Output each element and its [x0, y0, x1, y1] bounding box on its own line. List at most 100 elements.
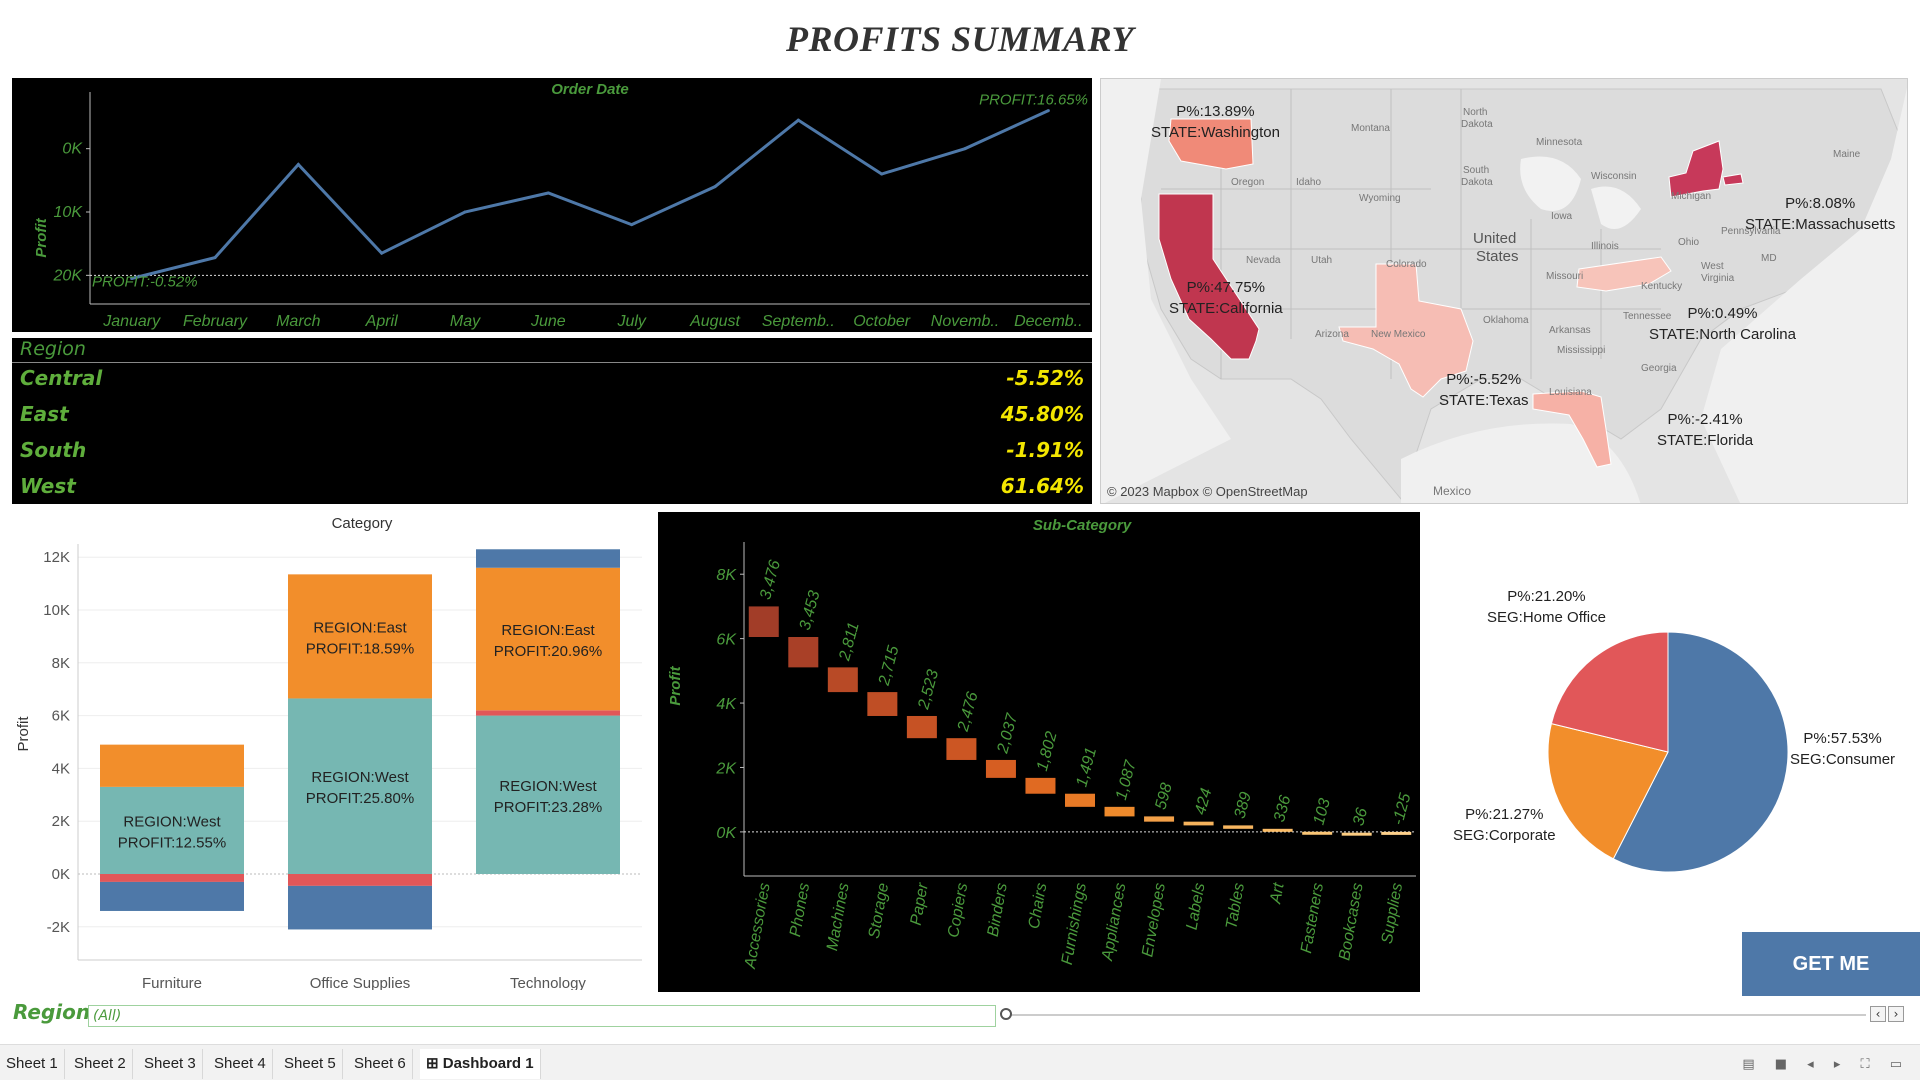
sub-chart-title: Sub-Category: [1033, 517, 1132, 534]
bar-data-label: REGION:West: [123, 813, 221, 830]
map-label-texas[interactable]: P%:-5.52% STATE:Texas: [1439, 369, 1528, 411]
tab-sheet-1[interactable]: Sheet 1: [0, 1049, 65, 1079]
region-slider-track[interactable]: [1006, 1014, 1866, 1016]
sub-bar: [1025, 777, 1056, 794]
sub-category-label: Storage: [866, 882, 892, 940]
category-label: Furniture: [142, 975, 202, 990]
sub-bar: [1262, 828, 1293, 832]
map-label-p: P%:-5.52%: [1446, 371, 1522, 388]
bar-data-label: REGION:West: [499, 778, 597, 795]
svg-text:Kentucky: Kentucky: [1641, 281, 1682, 292]
get-me-button[interactable]: GET ME: [1742, 932, 1920, 996]
sub-bar-label: 2,523: [915, 668, 942, 712]
y-tick-label: 8K: [716, 567, 737, 584]
region-profit-table: Region Central -5.52% East 45.80% South …: [12, 338, 1092, 504]
sub-category-label: Machines: [824, 882, 853, 952]
profit-point: [713, 185, 717, 189]
sub-category-chart-svg: Sub-Category Profit 8K 6K 4K 2K 0K 3,476 Accesso…: [667, 517, 1416, 971]
pie-chart-svg: [1547, 631, 1789, 873]
sub-category-label: Bookcases: [1336, 882, 1366, 962]
state-profit-map[interactable]: North Dakota Montana Minnesota Oregon Ida…: [1100, 78, 1908, 504]
map-label-florida[interactable]: P%:-2.41% STATE:Florida: [1657, 409, 1753, 451]
region-filter-label: Region: [13, 1000, 91, 1024]
svg-text:Georgia: Georgia: [1641, 363, 1677, 374]
region-slider-knob[interactable]: [1000, 1008, 1012, 1020]
sub-category-label: Chairs: [1026, 882, 1051, 930]
bar-segment: [100, 744, 244, 787]
y-tick-label: 0K: [716, 825, 737, 842]
region-row[interactable]: West 61.64%: [12, 470, 1092, 506]
bar-data-label: PROFIT:20.96%: [494, 643, 602, 660]
x-tick-label: July: [616, 313, 646, 330]
svg-text:Ohio: Ohio: [1678, 237, 1700, 248]
map-credit[interactable]: © 2023 Mapbox © OpenStreetMap: [1107, 484, 1308, 499]
x-tick-label: February: [183, 313, 248, 330]
svg-text:South: South: [1463, 165, 1489, 176]
sub-bar-label: -125: [1390, 791, 1415, 826]
bar-data-label: REGION:East: [501, 622, 595, 639]
svg-text:New Mexico: New Mexico: [1371, 329, 1426, 340]
sheet-tab-bar: Sheet 1 Sheet 2 Sheet 3 Sheet 4 Sheet 5 …: [0, 1044, 1920, 1080]
map-label-massachusetts[interactable]: P%:8.08% STATE:Massachusetts: [1745, 193, 1895, 235]
sub-category-label: Supplies: [1379, 882, 1406, 945]
region-row[interactable]: South -1.91%: [12, 434, 1092, 470]
sub-bar-label: 1,802: [1034, 730, 1061, 773]
tab-sheet-2[interactable]: Sheet 2: [68, 1049, 133, 1079]
map-label-north-carolina[interactable]: P%:0.49% STATE:North Carolina: [1649, 303, 1796, 345]
map-label-state: STATE:Massachusetts: [1745, 216, 1896, 233]
bar-segment: [288, 874, 432, 886]
slider-prev-icon[interactable]: ‹: [1870, 1006, 1886, 1022]
map-label-california[interactable]: P%:47.75% STATE:California: [1169, 277, 1283, 319]
north-carolina-shape: [1576, 256, 1672, 292]
region-row[interactable]: Central -5.52%: [12, 362, 1092, 398]
tab-dashboard-1[interactable]: ⊞ Dashboard 1: [420, 1049, 541, 1079]
svg-text:Missouri: Missouri: [1546, 271, 1583, 282]
svg-text:Oregon: Oregon: [1231, 177, 1264, 188]
y-tick-label: -2K: [47, 919, 70, 936]
segment-pie-chart[interactable]: P%:21.20% SEG:Home Office P%:57.53% SEG:…: [1425, 560, 1915, 920]
sub-bar-label: 36: [1350, 806, 1371, 828]
sub-category-label: Tables: [1223, 882, 1248, 931]
svg-text:Minnesota: Minnesota: [1536, 137, 1583, 148]
bar-data-label: REGION:East: [313, 619, 407, 636]
y-tick-label: 10K: [43, 602, 70, 619]
svg-text:West: West: [1701, 261, 1724, 272]
view-controls[interactable]: ▤ ■ ◂ ▸ ⛶ ▭: [1742, 1057, 1910, 1072]
divider: [12, 362, 1092, 363]
bar-segment: [288, 574, 432, 699]
y-tick-label: 20K: [53, 267, 84, 284]
sub-category-bar-chart[interactable]: Sub-Category Profit 8K 6K 4K 2K 0K 3,476 Accesso…: [658, 512, 1420, 992]
bar-segment: [100, 881, 244, 911]
svg-text:Mexico: Mexico: [1433, 484, 1471, 498]
bar-segment: [288, 885, 432, 930]
tab-sheet-3[interactable]: Sheet 3: [138, 1049, 203, 1079]
map-label-washington[interactable]: P%:13.89% STATE:Washington: [1151, 101, 1280, 143]
pie-slice: [1547, 723, 1669, 860]
sub-bar: [1341, 832, 1372, 836]
x-tick-label: January: [102, 313, 161, 330]
sub-category-label: Copiers: [945, 882, 971, 939]
region-value: -1.91%: [1006, 438, 1084, 462]
region-row[interactable]: East 45.80%: [12, 398, 1092, 434]
bar-segment: [288, 698, 432, 874]
profit-line: [131, 109, 1049, 280]
slider-next-icon[interactable]: ›: [1888, 1006, 1904, 1022]
profit-point: [213, 256, 217, 260]
tab-sheet-5[interactable]: Sheet 5: [278, 1049, 343, 1079]
y-tick-label: 0K: [62, 141, 83, 158]
bar-segment: [100, 874, 244, 882]
y-tick-label: 6K: [52, 708, 70, 725]
x-tick-label: March: [276, 313, 321, 330]
pie-label-corporate: P%:21.27% SEG:Corporate: [1453, 804, 1556, 846]
svg-text:Nevada: Nevada: [1246, 255, 1281, 266]
tab-sheet-6[interactable]: Sheet 6: [348, 1049, 413, 1079]
sub-bar-label: 1,491: [1073, 746, 1100, 789]
order-date-line-chart[interactable]: Order Date Profit 20K 10K 0K January February M…: [12, 78, 1092, 332]
line-chart-ylabel: Profit: [33, 217, 50, 257]
dashboard-grid-icon: ⊞: [426, 1055, 443, 1072]
svg-text:Montana: Montana: [1351, 123, 1390, 134]
tab-sheet-4[interactable]: Sheet 4: [208, 1049, 273, 1079]
region-filter-input[interactable]: (All): [88, 1005, 996, 1027]
map-label-p: P%:47.75%: [1186, 279, 1266, 296]
category-bar-chart[interactable]: Category Profit 12K 10K 8K 6K 4K 2K 0K -2K Furnitu…: [12, 510, 652, 990]
